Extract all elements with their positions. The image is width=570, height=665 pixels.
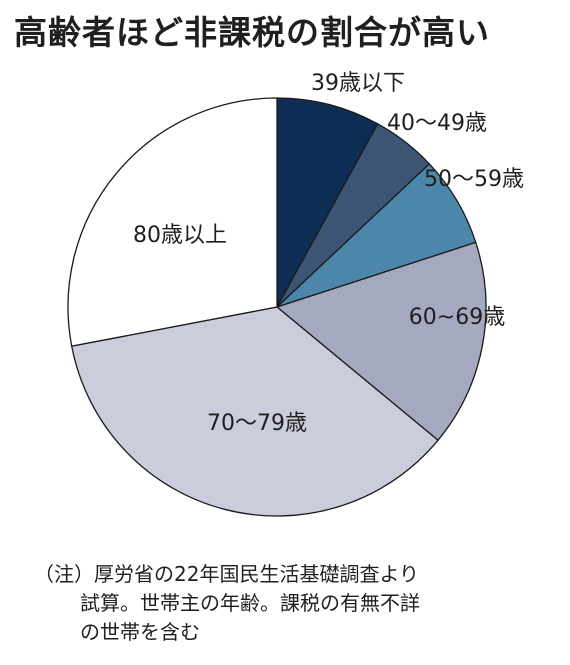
slice-label-2: 40～49歳 [387, 111, 487, 136]
footnote-line-3: の世帯を含む [80, 620, 200, 644]
chart-title: 高齢者ほど非課税の割合が高い [14, 13, 490, 52]
pie-slice-6 [67, 97, 278, 347]
footnote-line-2: 試算。世帯主の年齢。課税の有無不詳 [80, 591, 420, 615]
slice-label-6: 80歳以上 [133, 223, 227, 248]
slice-label-3: 50～59歳 [424, 167, 524, 192]
pie-slice-4 [276, 241, 487, 441]
slice-label-5: 70～79歳 [207, 411, 307, 436]
slice-label-1: 39歳以下 [311, 71, 405, 96]
footnote-line-1: （注）厚労省の22年国民生活基礎調査より [34, 562, 420, 586]
footnote: （注）厚労省の22年国民生活基礎調査より 試算。世帯主の年齢。課税の有無不詳 の… [34, 560, 554, 647]
slice-label-4: 60~69歳 [409, 305, 505, 330]
pie-slice-1 [276, 97, 379, 308]
pie-slice-5 [71, 306, 439, 517]
